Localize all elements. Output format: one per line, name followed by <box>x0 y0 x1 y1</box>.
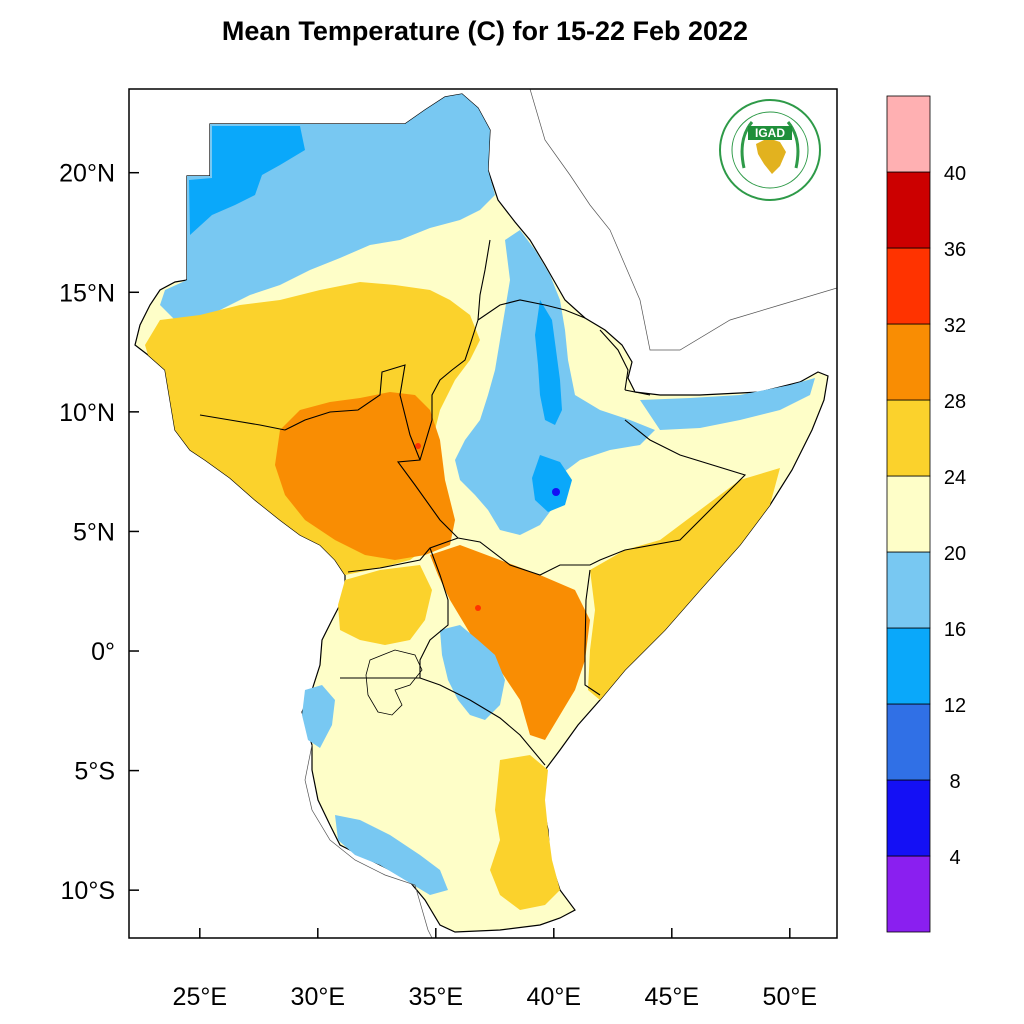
zone-24-28-uganda <box>338 565 432 645</box>
zone-24-28-tanzania <box>490 755 560 910</box>
zone-28-32-kenya <box>430 545 590 740</box>
zone-4-8-spot <box>552 488 560 496</box>
colorbar-label: 8 <box>949 771 960 793</box>
logo-name: IGAD <box>755 126 785 140</box>
zone-12-16-ethiopia <box>535 300 562 425</box>
igad-logo: IGAD <box>719 99 821 201</box>
zone-16-20-rift-west <box>302 685 335 748</box>
logo-banner <box>748 126 792 140</box>
colorbar-swatch <box>886 475 931 553</box>
zone-24-28-somalia <box>588 468 780 700</box>
colorbar-swatch <box>886 855 931 933</box>
colorbar-label: 4 <box>949 847 960 869</box>
lat-tick-label: 15°N <box>59 279 115 307</box>
lon-tick-label: 35°E <box>409 983 463 1011</box>
logo-laurel-left <box>740 121 754 169</box>
colorbar: 4 8 12 16 20 24 28 32 36 40 <box>886 95 966 933</box>
colorbar-label: 32 <box>944 315 966 337</box>
colorbar-label: 36 <box>944 239 966 261</box>
zone-32-36-spot-2 <box>475 605 481 611</box>
colorbar-label: 20 <box>944 543 966 565</box>
lon-tick-label: 50°E <box>763 983 817 1011</box>
colorbar-label: 28 <box>944 391 966 413</box>
lon-tick-label: 30°E <box>291 983 345 1011</box>
colorbar-label: 24 <box>944 467 966 489</box>
latitude-axis: 20°N 15°N 10°N 5°N 0° 5°S 10°S <box>59 160 139 905</box>
zone-16-20-kenya-highlands <box>440 625 505 720</box>
longitude-axis: 25°E 30°E 35°E 40°E 45°E 50°E <box>173 928 817 1011</box>
lat-tick-label: 10°S <box>61 877 115 905</box>
zone-32-36-spot <box>415 443 421 449</box>
outside-coastlines <box>304 89 837 938</box>
colorbar-swatch <box>886 703 931 781</box>
lat-tick-label: 5°S <box>74 758 115 786</box>
colorbar-label: 16 <box>944 619 966 641</box>
temperature-field <box>134 89 837 938</box>
zone-16-20-somaliland <box>640 378 815 430</box>
lon-tick-label: 25°E <box>173 983 227 1011</box>
zone-12-16-northwest <box>189 126 305 235</box>
colorbar-swatch <box>886 779 931 857</box>
logo-laurel-right <box>786 121 800 169</box>
zone-12-16-ethiopia-south <box>532 455 572 512</box>
lat-tick-label: 5°N <box>73 518 115 546</box>
colorbar-swatch <box>886 627 931 705</box>
colorbar-label: 12 <box>944 695 966 717</box>
colorbar-swatch <box>886 95 931 173</box>
lat-tick-label: 20°N <box>59 160 115 188</box>
country-boundaries <box>199 239 747 766</box>
colorbar-swatch <box>886 399 931 477</box>
logo-africa-shape <box>756 138 786 174</box>
zone-16-20-tanzania-south <box>335 815 448 895</box>
map-frame <box>128 88 838 939</box>
colorbar-swatch <box>886 323 931 401</box>
lon-tick-label: 45°E <box>645 983 699 1011</box>
lat-tick-label: 10°N <box>59 399 115 427</box>
lon-tick-label: 40°E <box>527 983 581 1011</box>
colorbar-swatch <box>886 171 931 249</box>
colorbar-swatch <box>886 551 931 629</box>
colorbar-swatch <box>886 247 931 325</box>
colorbar-label: 40 <box>944 163 966 185</box>
lat-tick-label: 0° <box>91 638 115 666</box>
map-title: Mean Temperature (C) for 15-22 Feb 2022 <box>221 16 749 46</box>
lake-victoria <box>365 649 423 716</box>
